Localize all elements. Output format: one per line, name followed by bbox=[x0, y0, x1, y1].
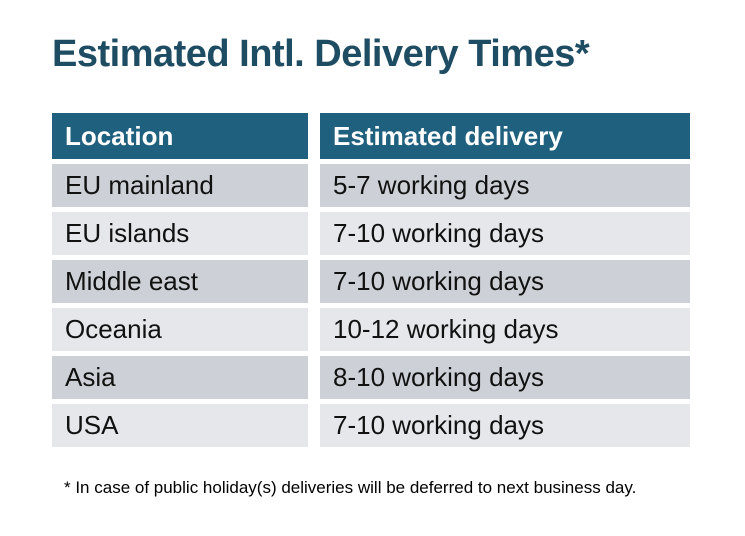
table-cell-delivery: 7-10 working days bbox=[320, 260, 690, 303]
table-cell-location: Middle east bbox=[52, 260, 308, 303]
page-title: Estimated Intl. Delivery Times* bbox=[52, 33, 590, 75]
table-cell-delivery: 8-10 working days bbox=[320, 356, 690, 399]
table-cell-delivery: 5-7 working days bbox=[320, 164, 690, 207]
column-header-delivery: Estimated delivery bbox=[320, 113, 690, 159]
table-cell-location: EU islands bbox=[52, 212, 308, 255]
table-cell-delivery: 10-12 working days bbox=[320, 308, 690, 351]
delivery-times-table: Location Estimated delivery EU mainland … bbox=[52, 113, 690, 447]
table-cell-location: EU mainland bbox=[52, 164, 308, 207]
table-cell-location: Oceania bbox=[52, 308, 308, 351]
table-cell-location: Asia bbox=[52, 356, 308, 399]
column-header-location: Location bbox=[52, 113, 308, 159]
table-cell-delivery: 7-10 working days bbox=[320, 212, 690, 255]
table-cell-delivery: 7-10 working days bbox=[320, 404, 690, 447]
footnote: * In case of public holiday(s) deliverie… bbox=[64, 478, 637, 497]
table-cell-location: USA bbox=[52, 404, 308, 447]
